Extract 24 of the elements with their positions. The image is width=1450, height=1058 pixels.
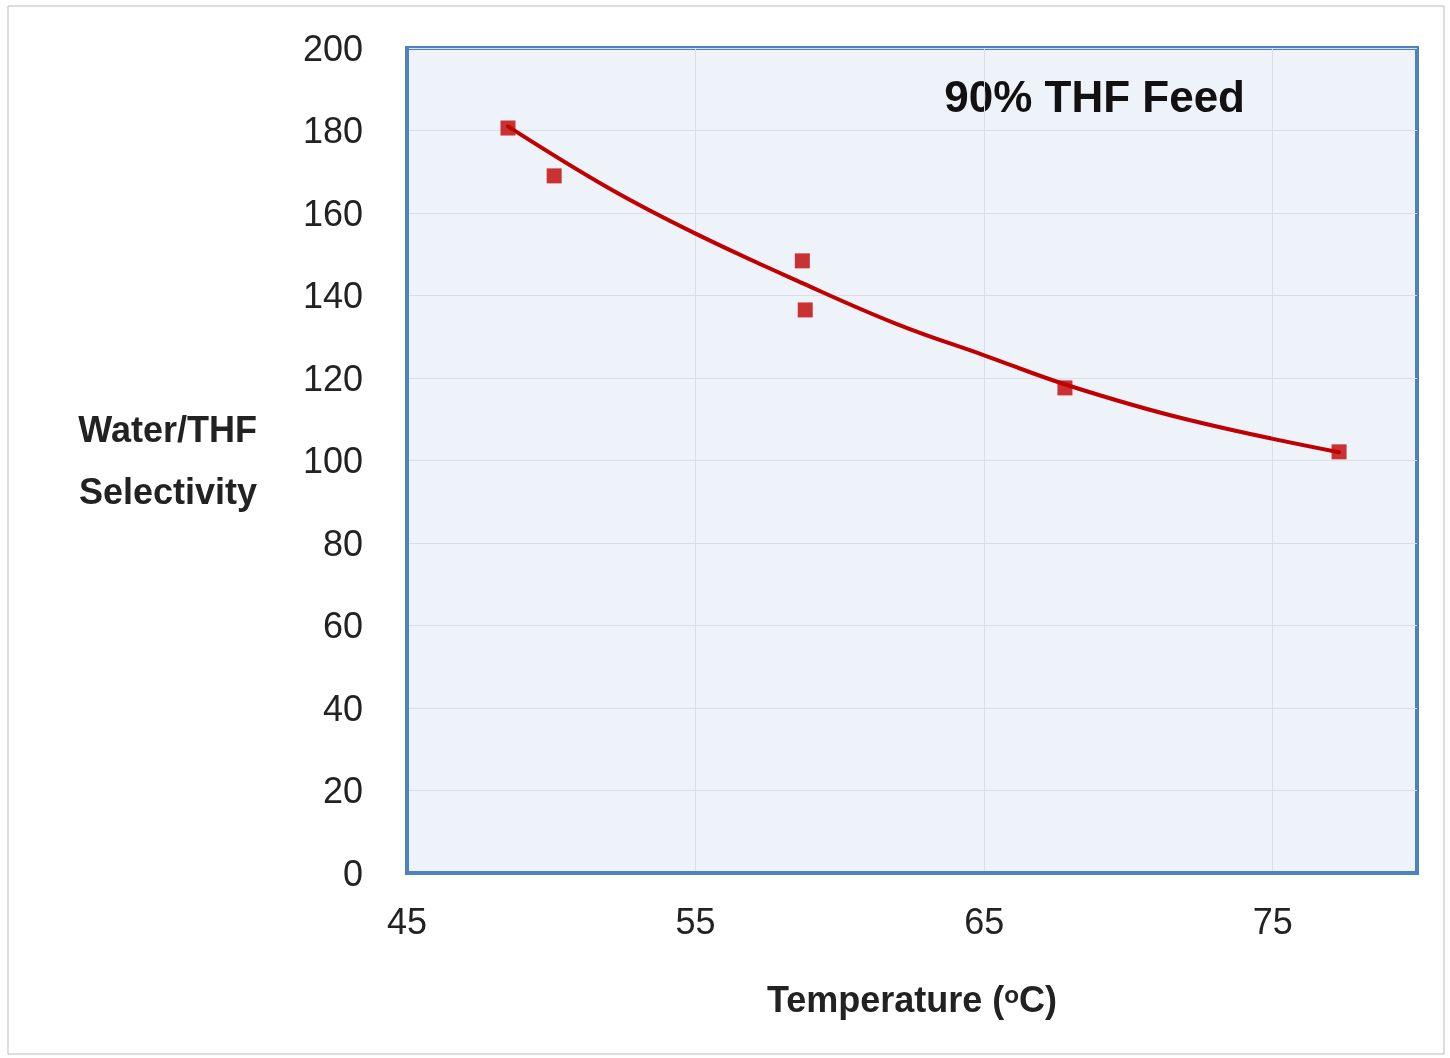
y-tick-label: 160 (302, 192, 363, 234)
x-axis-title: Temperature (ᵒC) (766, 978, 1058, 1020)
y-tick-label: 80 (322, 522, 363, 564)
annotation: 90% THF Feed (944, 71, 1246, 121)
y-tick-label: 200 (302, 27, 363, 69)
point (794, 253, 810, 269)
point (546, 168, 562, 184)
y-axis-title: Water/THF Selectivity (78, 409, 257, 512)
point (500, 120, 516, 136)
point (1331, 444, 1347, 460)
x-tick-label: 55 (675, 900, 716, 942)
y-tick-label: 40 (322, 687, 363, 729)
y-tick-label: 180 (302, 110, 363, 151)
y-tick-label: 100 (302, 440, 363, 481)
point (1057, 380, 1073, 396)
point (797, 302, 813, 318)
x-tick-label: 45 (386, 900, 428, 942)
y-tick-label: 140 (302, 275, 363, 316)
x-tick-label: 75 (1252, 900, 1293, 942)
y-tick-label: 20 (322, 770, 363, 811)
y-tick-label: 0 (342, 852, 363, 894)
y-tick-label: 120 (302, 357, 363, 399)
x-tick-label: 65 (964, 900, 1005, 942)
y-tick-label: 60 (322, 605, 363, 646)
